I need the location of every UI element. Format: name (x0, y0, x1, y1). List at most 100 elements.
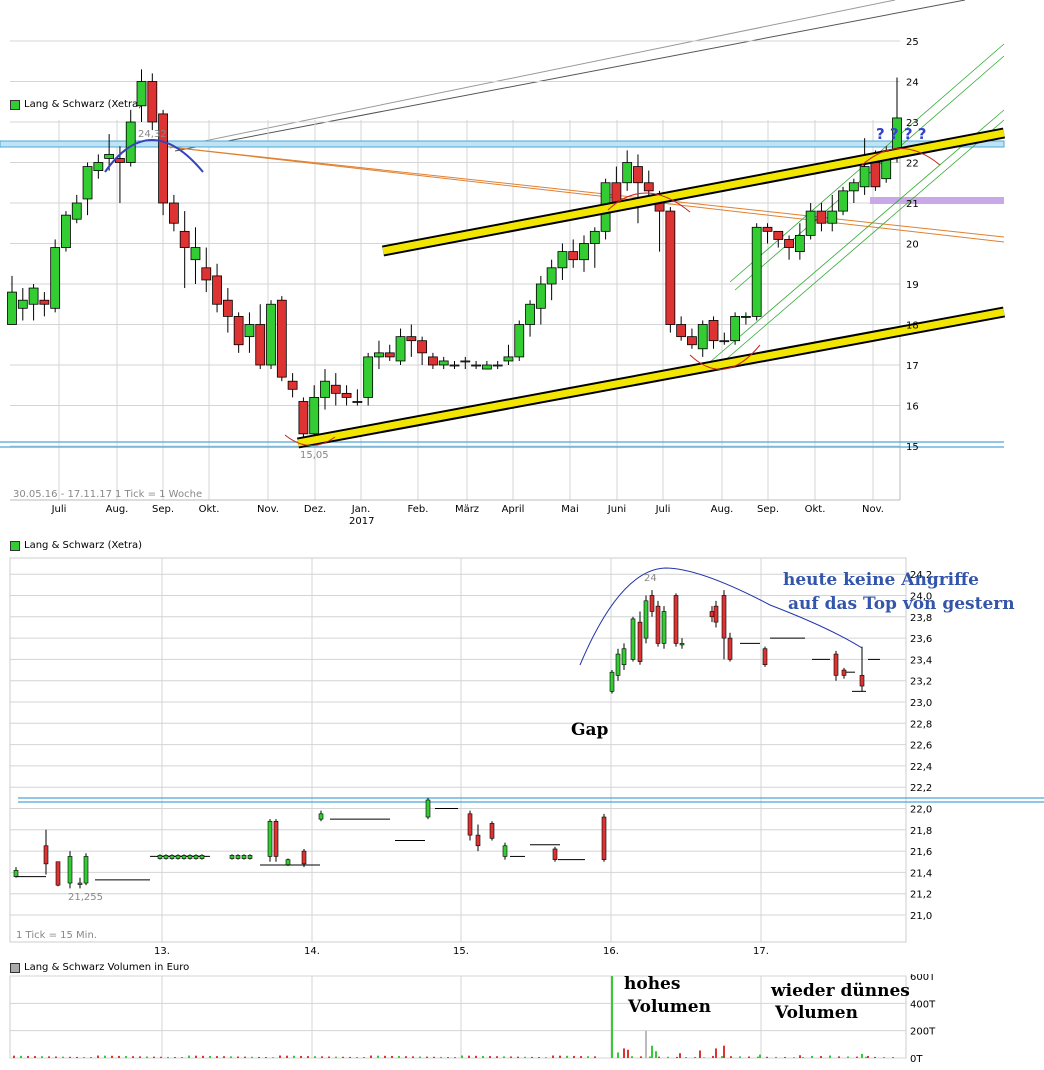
y-tick-label: 22,4 (910, 762, 932, 773)
candle (589, 227, 600, 268)
volume-bar (160, 1056, 162, 1058)
candle (201, 247, 212, 293)
purple-band (870, 197, 1004, 204)
volume-bar (314, 1056, 316, 1058)
candle (83, 853, 89, 886)
x-tick-label: März (455, 504, 479, 515)
candle (503, 344, 514, 365)
x-tick-label: Mai (561, 504, 579, 515)
volume-bar (699, 1050, 701, 1058)
volume-bar (482, 1055, 484, 1058)
volume-bar (645, 1030, 647, 1058)
candle (827, 194, 838, 232)
y-tick-label: 21,4 (910, 868, 932, 879)
y-tick-label: 21,6 (910, 847, 932, 858)
intraday-top-arc (579, 567, 863, 666)
y-tick-label: 21 (906, 199, 919, 210)
candle (713, 600, 719, 628)
candle (384, 344, 395, 361)
y-tick-label: 24 (906, 78, 919, 89)
volume-bar (617, 1052, 619, 1058)
candle (730, 312, 741, 345)
volume-bar (703, 1057, 705, 1058)
volume-bar (679, 1053, 681, 1058)
candle (43, 829, 49, 875)
candle (708, 316, 719, 349)
volume-bar (861, 1053, 863, 1058)
volume-bar (811, 1055, 813, 1058)
y-tick-label: 22 (906, 159, 919, 170)
candle (71, 194, 82, 224)
resistance-band (0, 140, 1005, 148)
weekly-price-chart: 24,32 15,05 ? ? ? ? 30.05.16 - 17.11.17 … (0, 0, 1006, 527)
volume-bar (279, 1055, 281, 1058)
legend-swatch-icon (10, 99, 20, 110)
candle (622, 150, 633, 191)
volume-bar (20, 1055, 22, 1058)
candle (341, 385, 352, 406)
y-tick-label: 21,0 (910, 911, 932, 922)
y-tick-label: 23,6 (910, 634, 932, 645)
candle (363, 352, 374, 406)
volume-bar (766, 1056, 768, 1058)
candle (741, 312, 751, 325)
candle (655, 600, 661, 647)
volume-bar (883, 1057, 885, 1058)
volume-bar (676, 1056, 678, 1058)
candle (168, 194, 179, 232)
candle (762, 646, 768, 667)
x-tick-label: Feb. (408, 504, 429, 515)
volume-bar (723, 1045, 725, 1058)
volume-bar (440, 1056, 442, 1058)
legend-swatch-icon (10, 540, 20, 551)
candle (449, 360, 460, 370)
period-label: 30.05.16 - 17.11.17 (13, 489, 112, 500)
volume-bar (503, 1056, 505, 1058)
intraday-high-label: 24 (644, 573, 657, 584)
y-tick-label: 22,8 (910, 719, 932, 730)
volume-bar (658, 1056, 660, 1058)
note-thin-volume-1: wieder dünnes (771, 981, 910, 1001)
candle (320, 369, 330, 410)
volume-grid (10, 975, 906, 1059)
candle (643, 595, 649, 644)
volume-bar (251, 1056, 253, 1058)
volume-bar (573, 1055, 575, 1058)
yellow-lower-channel (296, 306, 1006, 449)
y-tick-label: 22,6 (910, 741, 932, 752)
volume-bar (757, 1056, 759, 1058)
volume-bar (739, 1056, 741, 1058)
mid-x-axis: 13. 14. 15. 16. 17. (154, 946, 769, 957)
candle (816, 203, 827, 232)
y-tick-label: 24,2 (910, 570, 932, 581)
volume-bar (118, 1055, 120, 1058)
year-label: 2017 (349, 516, 374, 527)
volume-bar (146, 1056, 148, 1058)
candle (190, 227, 201, 284)
y-tick-label: 19 (906, 280, 919, 291)
candle (222, 288, 233, 333)
volume-bar (370, 1055, 372, 1058)
candle (673, 593, 679, 647)
candle (719, 332, 730, 345)
candle (67, 851, 73, 889)
volume-bar (694, 1057, 696, 1058)
volume-bar (748, 1056, 750, 1058)
volume-y-axis: 0T 200T 400T 600T (910, 974, 936, 1065)
note-high-volume-2: Volumen (628, 997, 711, 1017)
candle (187, 854, 193, 860)
volume-bar (195, 1055, 197, 1058)
volume-bar (384, 1055, 386, 1058)
candle (301, 848, 307, 868)
candle (287, 373, 298, 398)
candle (147, 73, 158, 131)
intraday-price-chart: 24 21,255 1 Tick = 15 Min. 21,021,221,42… (9, 557, 1044, 957)
intraday-candles (13, 590, 880, 889)
candle (579, 235, 589, 272)
volume-bar (496, 1056, 498, 1058)
high-label: 24,32 (138, 129, 167, 140)
candle (633, 154, 643, 224)
volume-bar (545, 1057, 547, 1058)
volume-bar (55, 1056, 57, 1058)
volume-bar (552, 1055, 554, 1058)
